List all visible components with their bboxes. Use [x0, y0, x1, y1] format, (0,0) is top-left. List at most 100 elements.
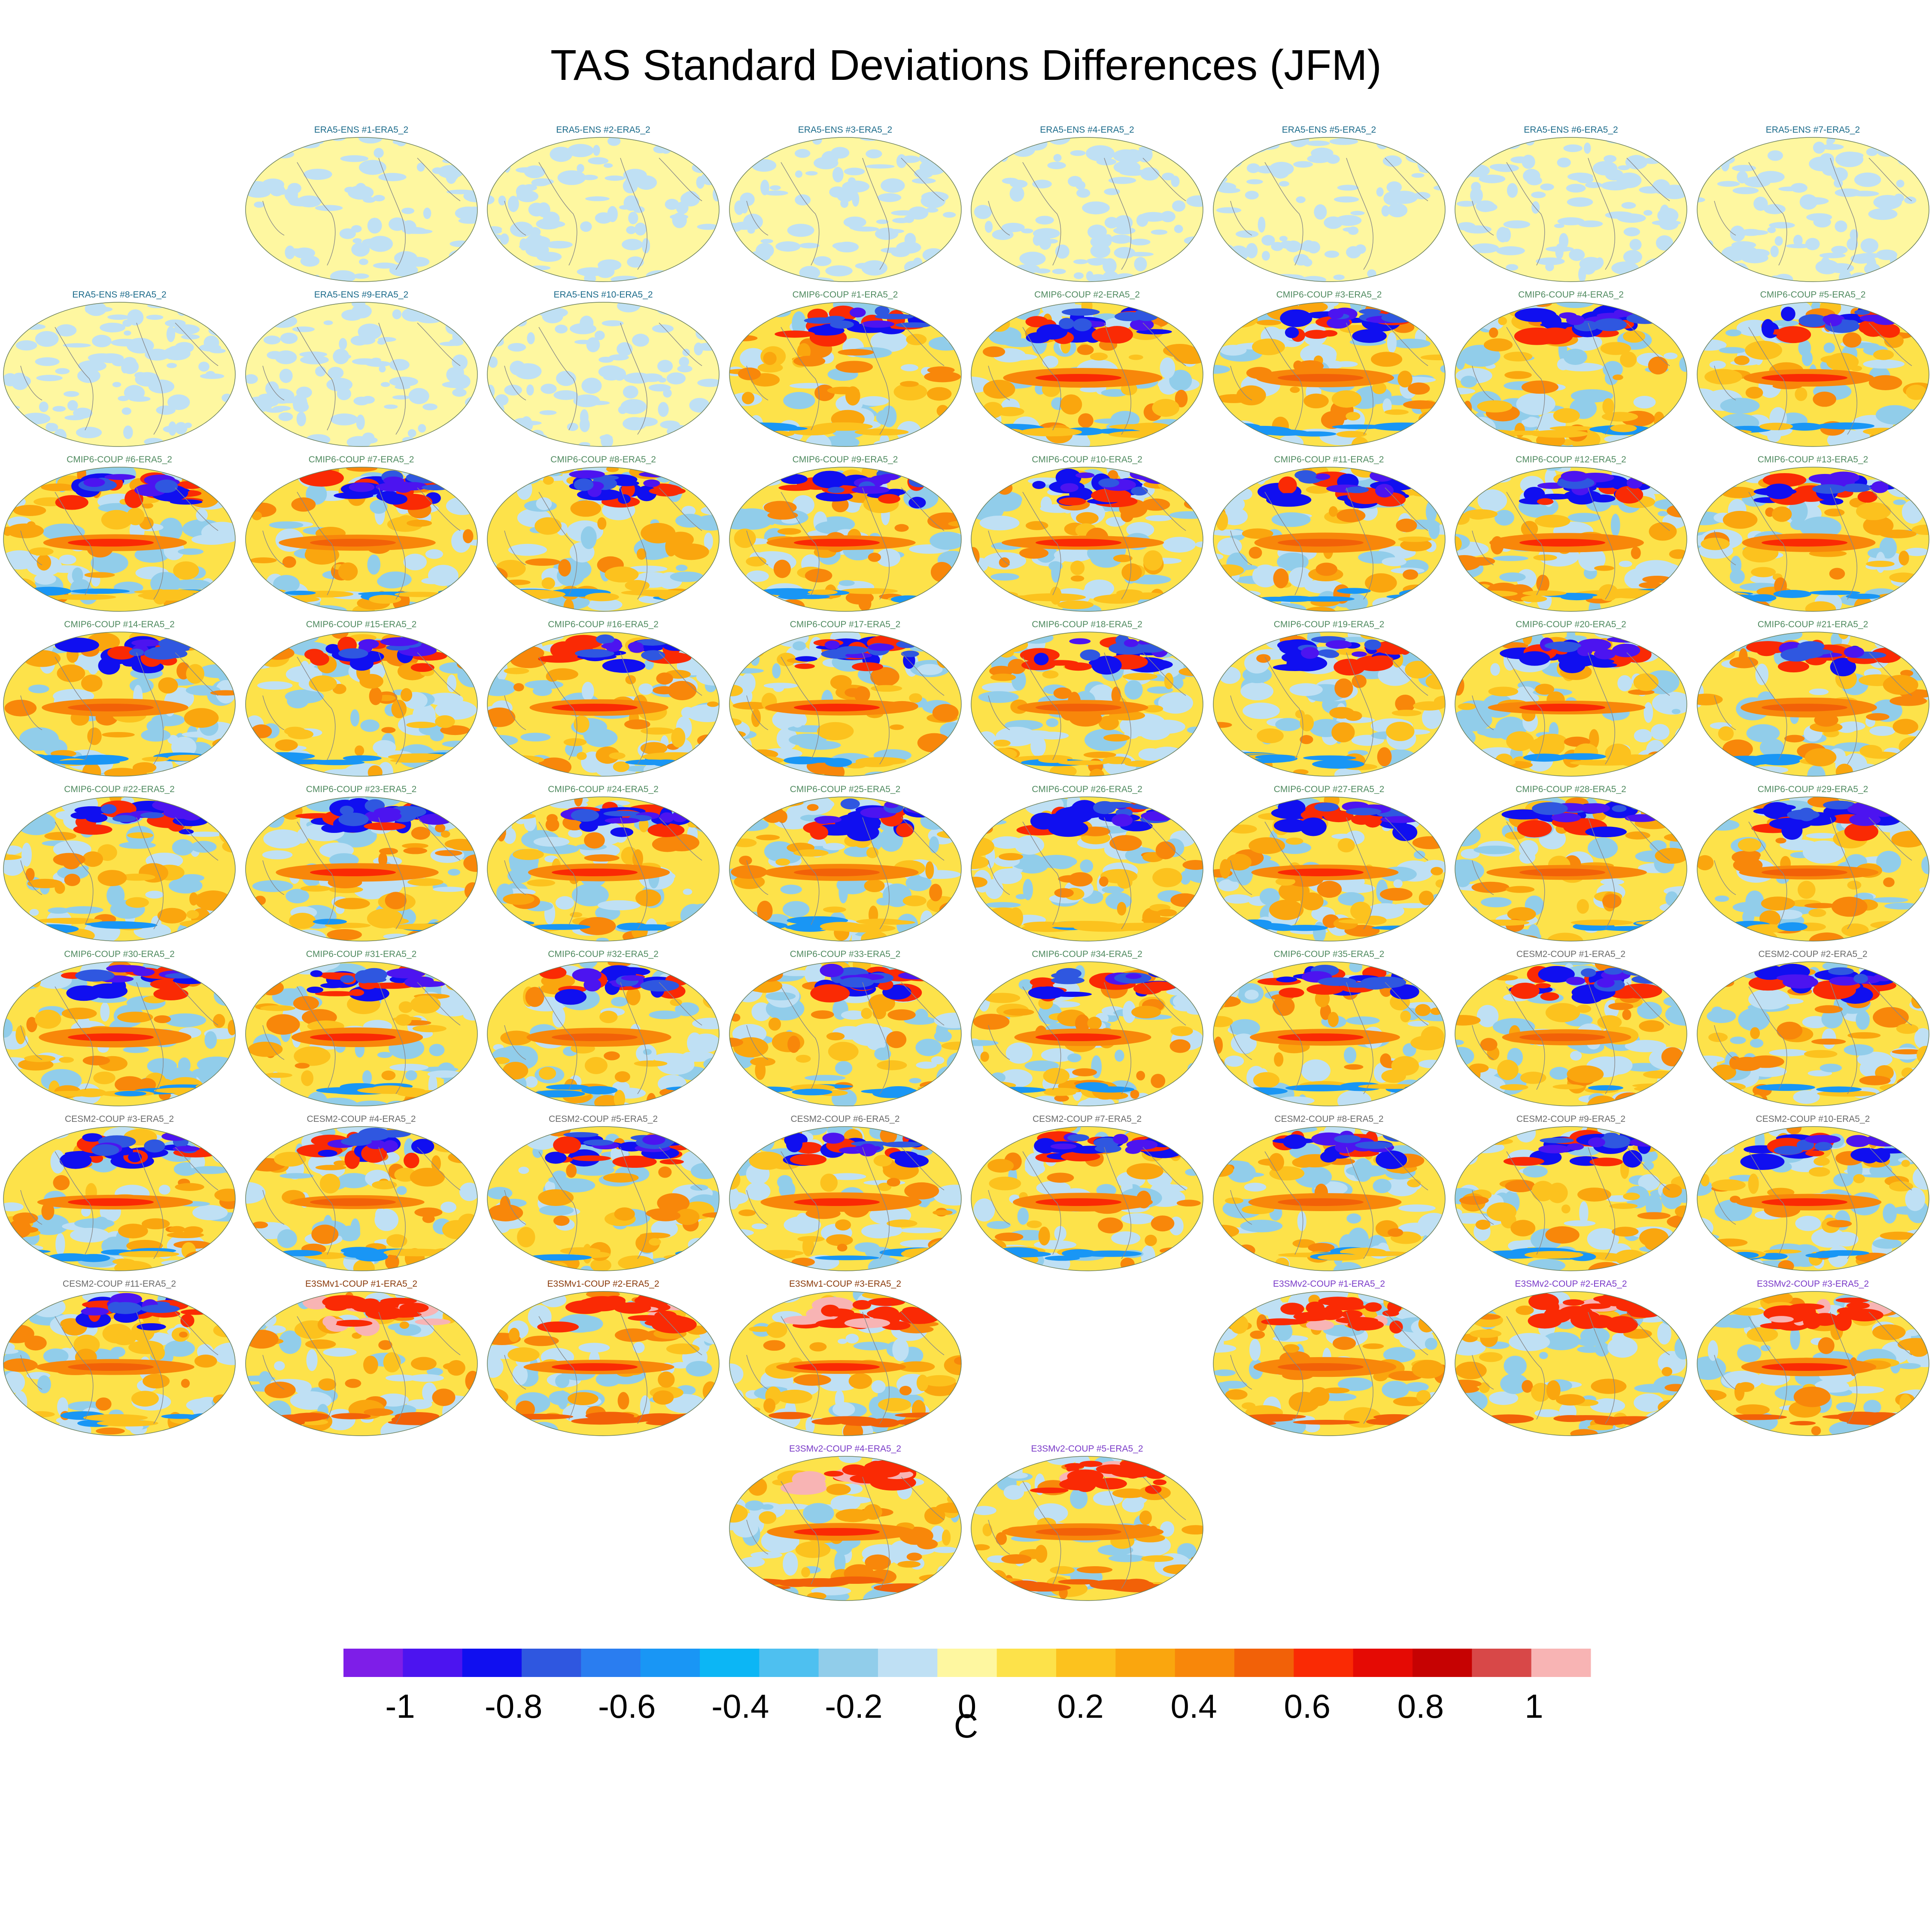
ensemble-noise-blob [877, 193, 901, 202]
warm-anomaly-blob [1631, 797, 1649, 800]
cool-anomaly-blob [167, 735, 179, 744]
cool-anomaly-blob [1428, 520, 1440, 539]
warm-anomaly-blob [936, 650, 951, 668]
ensemble-noise-blob [280, 332, 298, 344]
cool-anomaly-blob [1678, 922, 1687, 934]
warm-anomaly-blob [1458, 566, 1467, 574]
warm-anomaly-blob [1070, 560, 1085, 575]
cool-anomaly-blob [372, 740, 396, 755]
warm-anomaly-blob [407, 878, 444, 886]
warm-anomaly-blob [928, 519, 947, 525]
cool-anomaly-blob [1720, 398, 1760, 414]
arctic-anomaly [112, 815, 137, 822]
warm-anomaly-blob [923, 371, 961, 383]
map-panel: CMIP6-COUP #19-ERA5_2 [1210, 618, 1449, 781]
global-map [1455, 467, 1687, 612]
coastline [746, 652, 944, 765]
warm-anomaly-blob [3, 854, 22, 860]
map-border [729, 632, 962, 777]
cool-anomaly-blob [1255, 469, 1266, 485]
ensemble-noise-blob [85, 373, 96, 378]
warm-anomaly-blob [3, 526, 12, 536]
map-panel: ERA5-ENS #3-ERA5_2 [726, 124, 965, 287]
coastline [1230, 487, 1428, 600]
warm-anomaly-blob [1842, 332, 1862, 348]
high-latitude-anomaly [1762, 473, 1806, 487]
warm-anomaly-blob [1152, 868, 1182, 887]
ensemble-noise-blob [1432, 257, 1445, 273]
warm-anomaly-blob [864, 879, 885, 893]
warm-anomaly-blob [282, 966, 300, 974]
warm-anomaly-blob [1121, 563, 1142, 581]
cool-anomaly-blob [245, 1082, 262, 1089]
ensemble-noise-blob [581, 175, 598, 180]
ensemble-noise-blob [1103, 258, 1117, 274]
ensemble-noise-blob [1770, 245, 1779, 258]
ensemble-noise-blob [672, 212, 687, 228]
ensemble-noise-blob [1697, 259, 1716, 272]
ensemble-noise-blob [35, 357, 60, 366]
ensemble-noise-blob [1076, 188, 1091, 198]
high-latitude-anomaly [610, 827, 634, 837]
southern-ocean-anomaly [368, 595, 401, 604]
warm-anomaly-blob [115, 1076, 145, 1093]
ensemble-noise-blob [352, 273, 369, 279]
cool-anomaly-blob [1567, 513, 1601, 522]
ensemble-noise-blob [315, 205, 343, 211]
high-latitude-anomaly [1369, 655, 1394, 665]
ensemble-noise-blob [1073, 259, 1088, 264]
ensemble-noise-blob [848, 219, 859, 230]
southern-ocean-anomaly [793, 594, 830, 599]
warm-anomaly-blob [613, 761, 629, 772]
warm-anomaly-blob [275, 739, 298, 751]
map-border [1455, 796, 1687, 942]
warm-anomaly-blob [55, 604, 67, 611]
ensemble-noise-blob [246, 188, 270, 198]
cool-anomaly-blob [508, 544, 547, 556]
ensemble-noise-blob [1174, 225, 1183, 233]
global-map [487, 961, 720, 1106]
high-latitude-anomaly [780, 474, 808, 484]
tropical-pacific-anomaly-core [1036, 704, 1121, 711]
cool-anomaly-blob [984, 435, 999, 443]
cool-anomaly-blob [759, 633, 776, 647]
high-latitude-anomaly [1537, 498, 1554, 505]
ensemble-noise-blob [273, 150, 294, 158]
cool-anomaly-blob [1259, 888, 1280, 906]
ensemble-noise-blob [123, 425, 133, 439]
warm-anomaly-blob [406, 519, 432, 527]
ensemble-noise-blob [1035, 268, 1051, 273]
ensemble-noise-blob [1313, 204, 1327, 220]
cool-anomaly-blob [264, 808, 284, 828]
ensemble-noise-blob [55, 324, 77, 337]
ensemble-noise-blob [550, 146, 573, 162]
ensemble-noise-blob [284, 245, 295, 259]
warm-anomaly-blob [712, 908, 719, 925]
cool-anomaly-blob [91, 552, 128, 574]
warm-anomaly-blob [359, 674, 383, 689]
arctic-anomaly [1315, 473, 1330, 480]
panel-title: CMIP6-COUP #16-ERA5_2 [548, 620, 659, 629]
high-latitude-anomaly [320, 983, 344, 988]
cool-anomaly-blob [1643, 702, 1653, 723]
coastline [20, 322, 219, 435]
warm-anomaly-blob [1299, 735, 1313, 744]
ensemble-noise-blob [532, 178, 554, 185]
cool-anomaly-blob [1633, 396, 1656, 409]
cool-anomaly-blob [859, 396, 889, 406]
high-latitude-anomaly [1036, 324, 1068, 340]
cool-anomaly-blob [189, 1101, 232, 1106]
ensemble-noise-blob [1625, 155, 1648, 170]
warm-anomaly-blob [1826, 352, 1859, 371]
high-latitude-anomaly [1753, 487, 1796, 496]
warm-anomaly-blob [1898, 550, 1909, 566]
ensemble-noise-blob [118, 395, 129, 401]
ensemble-noise-blob [710, 269, 719, 277]
warm-anomaly-blob [1214, 811, 1233, 819]
arctic-anomaly [1854, 310, 1870, 315]
ensemble-noise-blob [1136, 214, 1148, 227]
warm-anomaly-blob [503, 893, 535, 905]
southern-ocean-anomaly [1455, 431, 1486, 436]
warm-anomaly-blob [1412, 836, 1445, 849]
ensemble-noise-blob [327, 367, 343, 379]
